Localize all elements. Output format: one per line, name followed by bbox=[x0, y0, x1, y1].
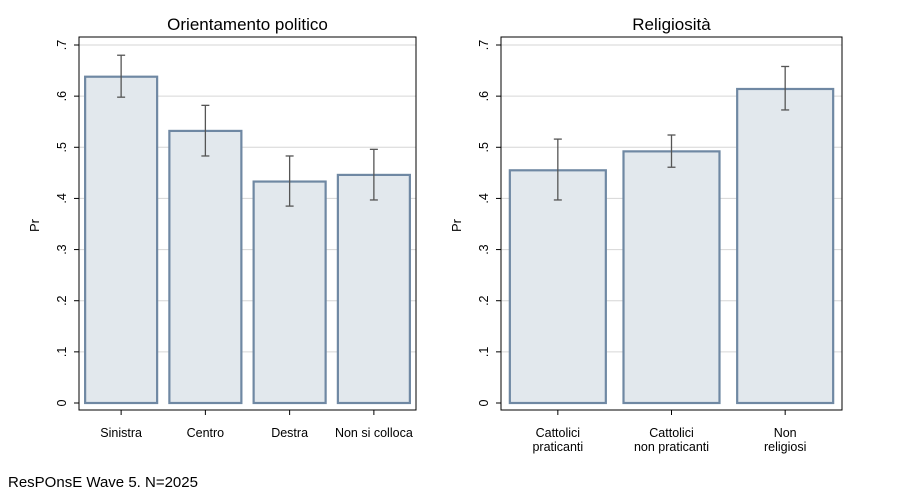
chart-panel-1: Orientamento politico 0 .1 .2 .3 .4 .5 .6 .7 Pr Si… bbox=[27, 15, 417, 440]
x-tick-label: Cattolici praticanti bbox=[532, 426, 583, 454]
y-tick-label: .7 bbox=[55, 40, 69, 50]
x-tick-label-line: Sinistra bbox=[100, 426, 142, 440]
bar bbox=[168, 129, 243, 405]
y-tick-label: .5 bbox=[55, 142, 69, 152]
y-tick-label: .3 bbox=[477, 244, 491, 254]
y-tick-label: .4 bbox=[55, 193, 69, 203]
y-tick-label: 0 bbox=[477, 399, 491, 406]
y-axis-label: Pr bbox=[449, 218, 464, 232]
x-tick-label: Non si colloca bbox=[335, 426, 413, 440]
x-tick-label-line: Non bbox=[774, 426, 797, 440]
y-tick-label: .1 bbox=[55, 347, 69, 357]
bar bbox=[736, 87, 835, 405]
x-tick-label-line: Centro bbox=[187, 426, 225, 440]
x-tick-label: Non religiosi bbox=[764, 426, 806, 454]
x-tick-label-line: Non si colloca bbox=[335, 426, 413, 440]
y-axis-label: Pr bbox=[27, 218, 42, 232]
x-tick-label-line: Destra bbox=[271, 426, 308, 440]
x-tick-label: Cattolici non praticanti bbox=[634, 426, 709, 454]
x-tick-label-line: Cattolici bbox=[536, 426, 580, 440]
x-tick-label-line: religiosi bbox=[764, 440, 806, 454]
bar bbox=[336, 173, 411, 405]
y-tick-label: .5 bbox=[477, 142, 491, 152]
y-tick-label: .1 bbox=[477, 347, 491, 357]
y-tick-label: .4 bbox=[477, 193, 491, 203]
y-tick-label: 0 bbox=[55, 399, 69, 406]
x-tick-label: Sinistra bbox=[100, 426, 142, 440]
y-tick-label: .6 bbox=[55, 91, 69, 101]
chart-title: Orientamento politico bbox=[167, 15, 328, 34]
bar bbox=[508, 169, 607, 405]
x-tick-label-line: praticanti bbox=[532, 440, 583, 454]
y-tick-label: .7 bbox=[477, 40, 491, 50]
chart-title: Religiosità bbox=[632, 15, 711, 34]
y-tick-label: .6 bbox=[477, 91, 491, 101]
x-tick-label: Destra bbox=[271, 426, 308, 440]
plot-frame bbox=[78, 36, 417, 411]
source-note: ResPOnsE Wave 5. N=2025 bbox=[8, 474, 198, 491]
x-tick-label-line: Cattolici bbox=[649, 426, 693, 440]
x-tick-label-line: non praticanti bbox=[634, 440, 709, 454]
x-tick-label: Centro bbox=[187, 426, 225, 440]
y-tick-label: .2 bbox=[477, 295, 491, 305]
y-tick-label: .3 bbox=[55, 244, 69, 254]
bar bbox=[84, 75, 159, 405]
bar bbox=[622, 150, 721, 405]
bar bbox=[252, 180, 327, 405]
y-tick-label: .2 bbox=[55, 295, 69, 305]
